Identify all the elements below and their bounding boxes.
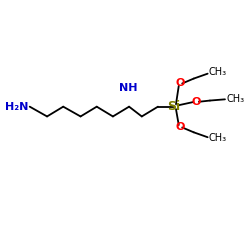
Text: CH₃: CH₃ bbox=[226, 94, 244, 104]
Text: H₂N: H₂N bbox=[5, 102, 28, 112]
Text: O: O bbox=[175, 122, 184, 132]
Text: CH₃: CH₃ bbox=[209, 68, 227, 78]
Text: O: O bbox=[175, 78, 184, 88]
Text: CH₃: CH₃ bbox=[209, 134, 227, 143]
Text: Si: Si bbox=[168, 100, 181, 113]
Text: O: O bbox=[192, 97, 201, 107]
Text: NH: NH bbox=[119, 83, 137, 93]
